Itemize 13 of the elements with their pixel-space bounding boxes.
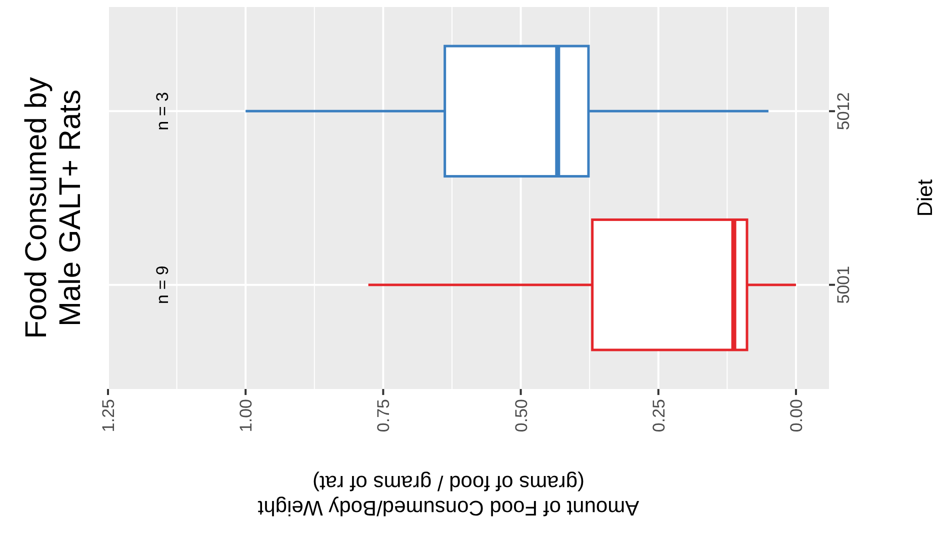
text: Food Consumed by Male GALT+ Rats [20, 77, 87, 339]
x-tick-label: 0.50 [512, 399, 531, 432]
y-axis-title: Diet [914, 179, 937, 217]
x-tick-label: 1.25 [99, 399, 118, 432]
annotation: n = 9 [153, 266, 172, 304]
x-tick-label: 1.00 [236, 399, 256, 432]
x-axis-title: Amount of Food Consumed/Body Weight (grams of food / grams of rat) [258, 471, 640, 519]
y-tick-label: 5001 [834, 266, 853, 304]
annotation: n = 3 [153, 92, 172, 130]
x-tick-label: 0.75 [374, 399, 394, 432]
x-tick-label: 0.25 [649, 399, 668, 432]
x-tick-label: 0.00 [786, 399, 806, 432]
y-tick-label: 5012 [834, 92, 853, 130]
